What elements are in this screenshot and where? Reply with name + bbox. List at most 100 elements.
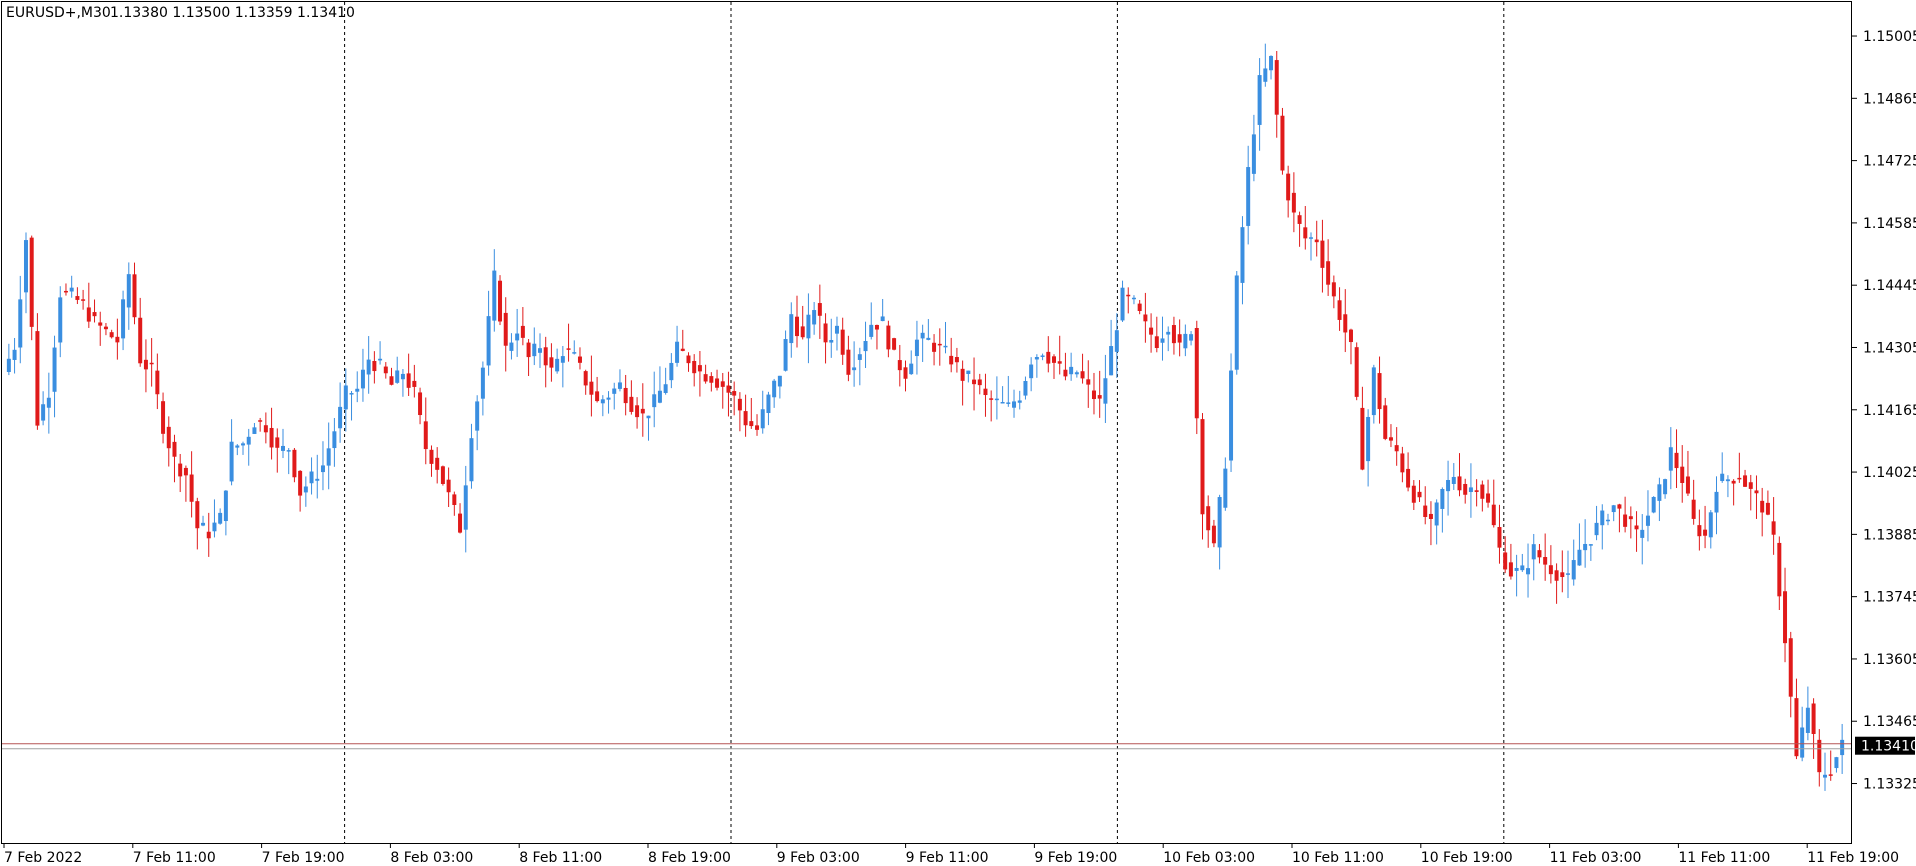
candle-body	[320, 465, 325, 473]
candle-body	[326, 448, 331, 466]
candle-body	[880, 316, 885, 322]
x-tick-label: 11 Feb 03:00	[1550, 850, 1642, 866]
candle-body	[1303, 227, 1308, 239]
candle-body	[1337, 300, 1342, 320]
candle-body	[423, 421, 428, 450]
candle-body	[1177, 334, 1182, 343]
candle-body	[1760, 500, 1765, 513]
candle-body	[458, 513, 463, 533]
candle-body	[1194, 328, 1199, 419]
candle-body	[1663, 479, 1668, 495]
x-tick-label: 11 Feb 11:00	[1678, 850, 1770, 866]
candle-body	[75, 296, 80, 300]
candle-body	[606, 397, 611, 400]
candle-body	[532, 343, 537, 357]
candle-body	[840, 329, 845, 355]
candle-body	[1577, 549, 1582, 566]
candle-body	[1457, 476, 1462, 491]
candle-body	[1417, 491, 1422, 498]
candle-body	[1446, 479, 1451, 492]
candle-body	[1097, 395, 1102, 399]
candle-body	[1817, 739, 1822, 773]
candle-body	[1737, 477, 1742, 480]
candle-body	[103, 326, 108, 330]
x-tick-label: 10 Feb 19:00	[1421, 850, 1513, 866]
candle-body	[709, 376, 714, 383]
candle-body	[189, 474, 194, 502]
candle-body	[258, 420, 263, 422]
candle-body	[715, 378, 720, 388]
candle-body	[366, 359, 371, 375]
candle-body	[1326, 261, 1331, 285]
candle-body	[1697, 525, 1702, 537]
candle-body	[1823, 774, 1828, 778]
candle-body	[81, 299, 86, 301]
candle-body	[583, 371, 588, 386]
y-tick-label: 1.13745	[1863, 590, 1916, 606]
candle-body	[1508, 562, 1513, 577]
candle-body	[360, 369, 365, 389]
y-tick-label: 1.13325	[1863, 777, 1916, 793]
candle-body	[223, 490, 228, 522]
candle-body	[395, 370, 400, 383]
candle-body	[1543, 557, 1548, 565]
candle-body	[58, 297, 63, 343]
candle-body	[1229, 370, 1234, 461]
ohlc-values: 1.13380 1.13500 1.13359 1.13410	[110, 5, 355, 21]
candle-body	[1120, 287, 1125, 321]
candle-body	[543, 347, 548, 366]
candle-body	[937, 343, 942, 346]
candle-body	[480, 367, 485, 399]
candle-body	[429, 449, 434, 464]
candle-body	[1314, 239, 1319, 243]
candle-body	[680, 348, 685, 351]
x-tick-label: 11 Feb 19:00	[1807, 850, 1899, 866]
x-tick-label: 8 Feb 11:00	[519, 850, 602, 866]
candle-body	[697, 365, 702, 372]
candle-body	[909, 363, 914, 375]
candle-body	[383, 366, 388, 374]
candle-body	[1754, 490, 1759, 494]
candle-body	[1468, 487, 1473, 493]
x-tick-label: 8 Feb 19:00	[648, 850, 731, 866]
candle-body	[1611, 505, 1616, 513]
candle-body	[726, 385, 731, 393]
candle-body	[1640, 529, 1645, 538]
candle-body	[503, 312, 508, 346]
candle-body	[452, 494, 457, 505]
price-axis: 1.15005 1.14865 1.14725 1.14585 1.14445 1.143…	[1851, 29, 1916, 793]
candle-body	[509, 342, 514, 351]
candle-body	[892, 338, 897, 350]
candle-body	[241, 443, 246, 446]
candle-body	[1160, 338, 1165, 343]
candle-body	[1017, 400, 1022, 403]
candle-body	[983, 388, 988, 396]
candle-body	[1605, 519, 1610, 522]
candle-body	[138, 317, 143, 364]
y-tick-label: 1.14445	[1863, 278, 1916, 294]
candle-body	[652, 394, 657, 408]
candle-body	[1057, 361, 1062, 364]
candle-body	[378, 358, 383, 361]
candle-body	[1006, 402, 1011, 404]
candle-body	[1149, 327, 1154, 335]
candle-body	[760, 409, 765, 429]
candle-body	[263, 425, 268, 433]
candle-body	[475, 401, 480, 431]
candle-body	[1234, 275, 1239, 370]
candle-body	[886, 325, 891, 350]
candle-body	[640, 408, 645, 414]
candle-body	[577, 356, 582, 363]
candle-body	[446, 479, 451, 493]
candle-body	[526, 342, 531, 358]
candle-body	[595, 391, 600, 402]
candle-body	[166, 426, 171, 449]
candle-body	[772, 380, 777, 398]
candle-body	[1634, 525, 1639, 530]
candle-body	[1497, 526, 1502, 548]
candle-body	[206, 531, 211, 539]
candle-body	[1645, 515, 1650, 526]
candles	[6, 43, 1845, 791]
